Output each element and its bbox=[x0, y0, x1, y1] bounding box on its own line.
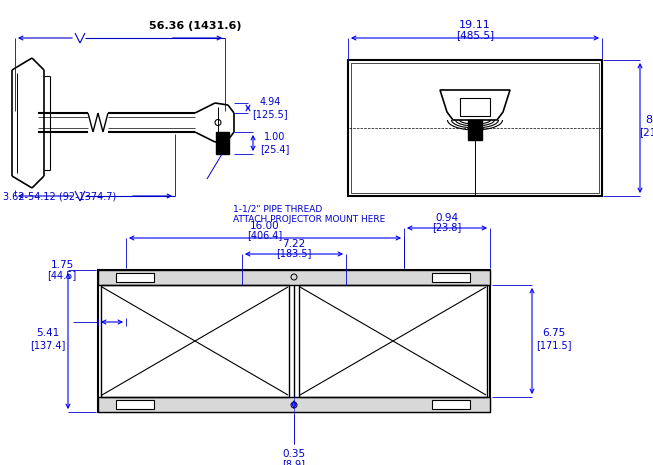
Bar bbox=[101, 285, 289, 397]
Bar bbox=[98, 270, 490, 412]
Text: 8.62: 8.62 bbox=[646, 115, 653, 125]
Text: 7.22: 7.22 bbox=[282, 239, 306, 249]
Bar bbox=[299, 285, 487, 397]
Text: [219.0]: [219.0] bbox=[639, 127, 653, 137]
Text: 56.36 (1431.6): 56.36 (1431.6) bbox=[149, 21, 241, 31]
Text: 4.94
[125.5]: 4.94 [125.5] bbox=[252, 97, 288, 119]
Bar bbox=[351, 63, 599, 193]
Bar bbox=[432, 273, 470, 282]
Polygon shape bbox=[440, 90, 510, 120]
Text: 1.75: 1.75 bbox=[50, 260, 74, 270]
Text: 1.00
[25.4]: 1.00 [25.4] bbox=[261, 132, 290, 154]
Bar bbox=[468, 120, 482, 140]
Text: 0.35: 0.35 bbox=[283, 449, 306, 459]
Bar bbox=[116, 400, 154, 409]
Bar bbox=[432, 400, 470, 409]
Text: [183.5]: [183.5] bbox=[276, 248, 311, 258]
Bar bbox=[460, 98, 490, 116]
Bar bbox=[98, 270, 490, 285]
Bar bbox=[348, 60, 602, 196]
Text: [23.8]: [23.8] bbox=[432, 222, 462, 232]
Text: 0.94: 0.94 bbox=[436, 213, 458, 223]
Text: [137.4]: [137.4] bbox=[30, 340, 66, 350]
Text: 6.75: 6.75 bbox=[543, 328, 565, 338]
Text: [44.5]: [44.5] bbox=[48, 270, 76, 280]
Text: 16.00: 16.00 bbox=[250, 221, 280, 231]
Bar bbox=[216, 132, 229, 154]
Text: [8.9]: [8.9] bbox=[283, 459, 306, 465]
Text: 3.62-54.12 (92-1374.7): 3.62-54.12 (92-1374.7) bbox=[3, 191, 116, 201]
Text: [171.5]: [171.5] bbox=[536, 340, 572, 350]
Bar bbox=[98, 397, 490, 412]
Bar bbox=[116, 273, 154, 282]
Text: 19.11: 19.11 bbox=[459, 20, 491, 30]
Text: 1-1/2" PIPE THREAD
ATTACH PROJECTOR MOUNT HERE: 1-1/2" PIPE THREAD ATTACH PROJECTOR MOUN… bbox=[233, 204, 385, 224]
Text: 5.41: 5.41 bbox=[37, 328, 59, 338]
Text: [406.4]: [406.4] bbox=[247, 230, 283, 240]
Text: [485.5]: [485.5] bbox=[456, 30, 494, 40]
